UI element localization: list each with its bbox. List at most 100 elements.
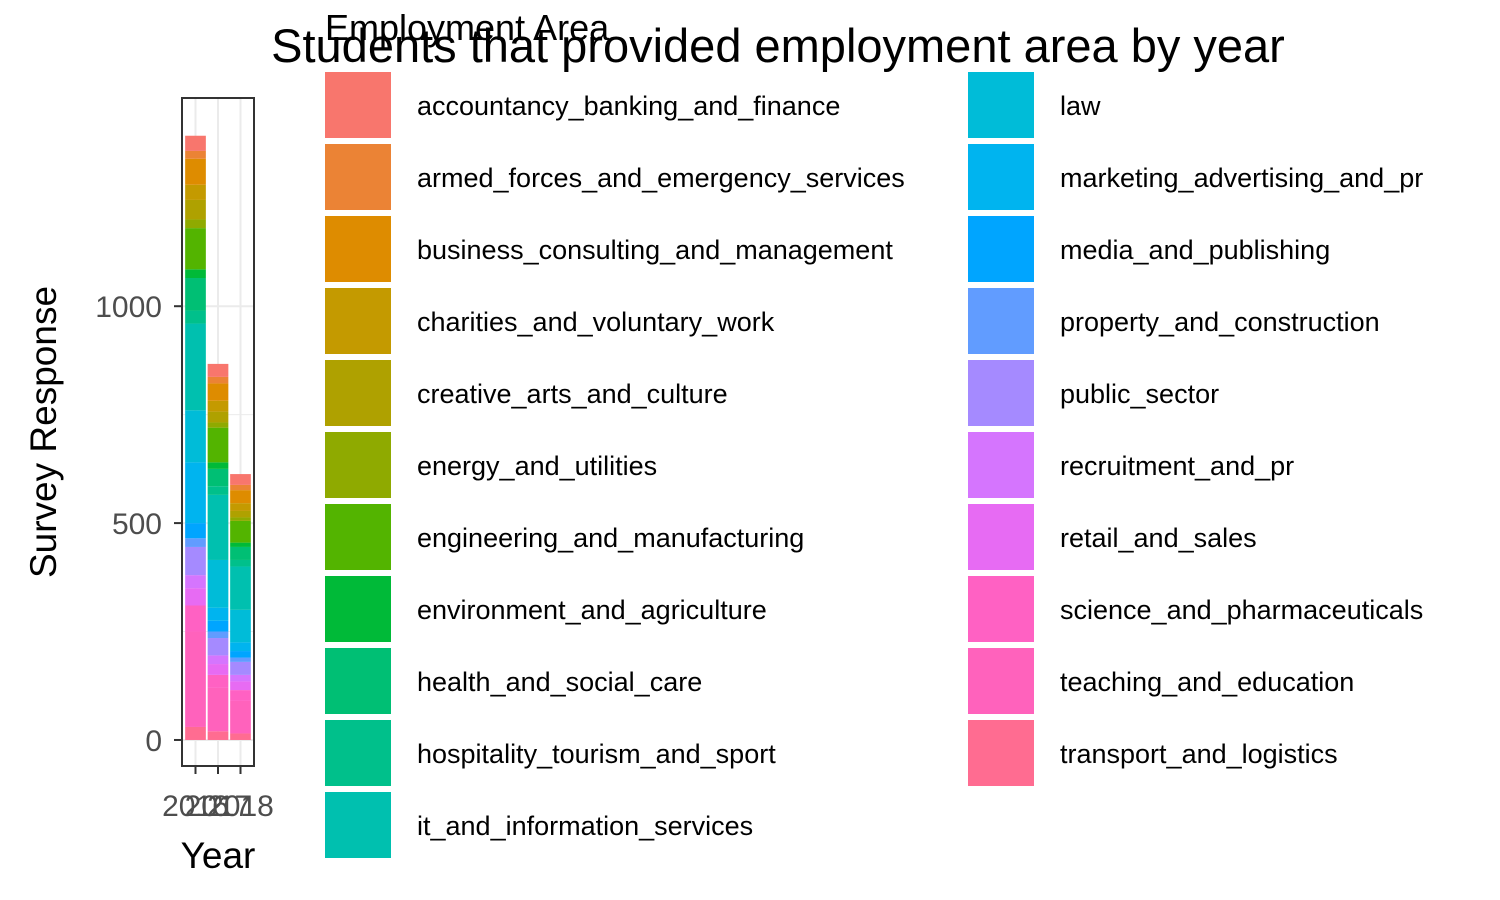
bar-segment (207, 411, 229, 423)
bar-segment (207, 620, 229, 632)
legend-key (325, 432, 391, 498)
x-tick-label: 2017 (185, 790, 252, 823)
legend-label: media_and_publishing (1060, 235, 1330, 265)
legend-item: teaching_and_education (968, 648, 1354, 714)
bar-segment (230, 681, 251, 691)
x-tick-label: 2016 (162, 790, 229, 823)
x-tick-label: 2018 (207, 790, 274, 823)
legend-item: armed_forces_and_emergency_services (325, 144, 905, 210)
legend-item: business_consulting_and_management (325, 216, 893, 282)
legend-key (968, 216, 1034, 282)
bar-segment (185, 228, 206, 270)
legend-item: public_sector (968, 360, 1219, 426)
bar-segment (207, 376, 229, 384)
legend-key (968, 576, 1034, 642)
legend-label: retail_and_sales (1060, 523, 1257, 553)
legend-label: engineering_and_manufacturing (417, 523, 804, 553)
bar-segment (207, 559, 229, 608)
bar-segment (185, 323, 206, 411)
y-tick-label: 0 (145, 725, 162, 758)
bar-segment (207, 631, 229, 639)
legend-key (968, 504, 1034, 570)
legend-item: property_and_construction (968, 288, 1380, 354)
bar-segment (230, 510, 251, 518)
bar-segment (207, 731, 229, 740)
bar-segment (207, 655, 229, 665)
bar-segment (207, 427, 229, 463)
legend-label: transport_and_logistics (1060, 739, 1338, 769)
legend-key (968, 432, 1034, 498)
bar-segment (185, 538, 206, 547)
bar-segment (230, 566, 251, 610)
legend-key (325, 288, 391, 354)
bar-segment (185, 184, 206, 200)
bar-segment (207, 687, 229, 732)
bar-segment (185, 158, 206, 185)
bar-segment (230, 490, 251, 504)
legend-label: property_and_construction (1060, 307, 1380, 337)
bar-segment (185, 310, 206, 324)
legend-label: law (1060, 91, 1101, 121)
bar-segment (185, 523, 206, 539)
legend-key (325, 360, 391, 426)
legend-item: health_and_social_care (325, 648, 702, 714)
bar-segment (230, 661, 251, 675)
bar-segment (185, 631, 206, 727)
legend-item: recruitment_and_pr (968, 432, 1294, 498)
bar-segment (207, 422, 229, 428)
legend-item: energy_and_utilities (325, 432, 657, 498)
bars (185, 135, 251, 740)
bar-segment (185, 588, 206, 606)
bar-stack-2018 (230, 474, 251, 740)
legend-label: accountancy_banking_and_finance (417, 91, 840, 121)
legend-label: recruitment_and_pr (1060, 451, 1294, 481)
bar-segment (230, 657, 251, 662)
bar-segment (207, 674, 229, 688)
legend-key (325, 792, 391, 858)
legend-label: energy_and_utilities (417, 451, 657, 481)
legend-key (968, 72, 1034, 138)
legend-item: marketing_advertising_and_pr (968, 144, 1423, 210)
bar-segment (185, 410, 206, 463)
bar-segment (230, 484, 251, 491)
bar-segment (185, 726, 206, 740)
legend-label: business_consulting_and_management (417, 235, 893, 265)
y-tick-label: 500 (112, 508, 162, 541)
bar-segment (207, 383, 229, 401)
bar-segment (207, 486, 229, 495)
legend-key (325, 720, 391, 786)
legend-label: it_and_information_services (417, 811, 753, 841)
bar-segment (230, 642, 251, 652)
bar-segment (230, 517, 251, 521)
y-axis-title: Survey Response (23, 286, 64, 578)
bar-segment (207, 462, 229, 469)
legend-label: armed_forces_and_emergency_services (417, 163, 905, 193)
legend-item: it_and_information_services (325, 792, 753, 858)
legend-item: engineering_and_manufacturing (325, 504, 804, 570)
legend-item: charities_and_voluntary_work (325, 288, 775, 354)
bar-segment (207, 607, 229, 621)
legend-label: teaching_and_education (1060, 667, 1354, 697)
legend-label: public_sector (1060, 379, 1219, 409)
bar-segment (185, 135, 206, 151)
legend-item: transport_and_logistics (968, 720, 1338, 786)
legend-item: environment_and_agriculture (325, 576, 767, 642)
legend-item: hospitality_tourism_and_sport (325, 720, 776, 786)
bar-segment (230, 609, 251, 643)
legend-item: media_and_publishing (968, 216, 1330, 282)
bar-segment (207, 400, 229, 412)
legend-key (325, 72, 391, 138)
legend: accountancy_banking_and_finance armed_for… (325, 72, 1423, 858)
legend-item: accountancy_banking_and_finance (325, 72, 840, 138)
legend-key (325, 504, 391, 570)
legend-key (325, 144, 391, 210)
chart-title: Students that provided employment area b… (271, 19, 1285, 72)
legend-label: health_and_social_care (417, 667, 702, 697)
legend-item: retail_and_sales (968, 504, 1257, 570)
bar-segment (185, 219, 206, 229)
legend-label: marketing_advertising_and_pr (1060, 163, 1423, 193)
bar-segment (185, 278, 206, 311)
bar-segment (230, 651, 251, 658)
